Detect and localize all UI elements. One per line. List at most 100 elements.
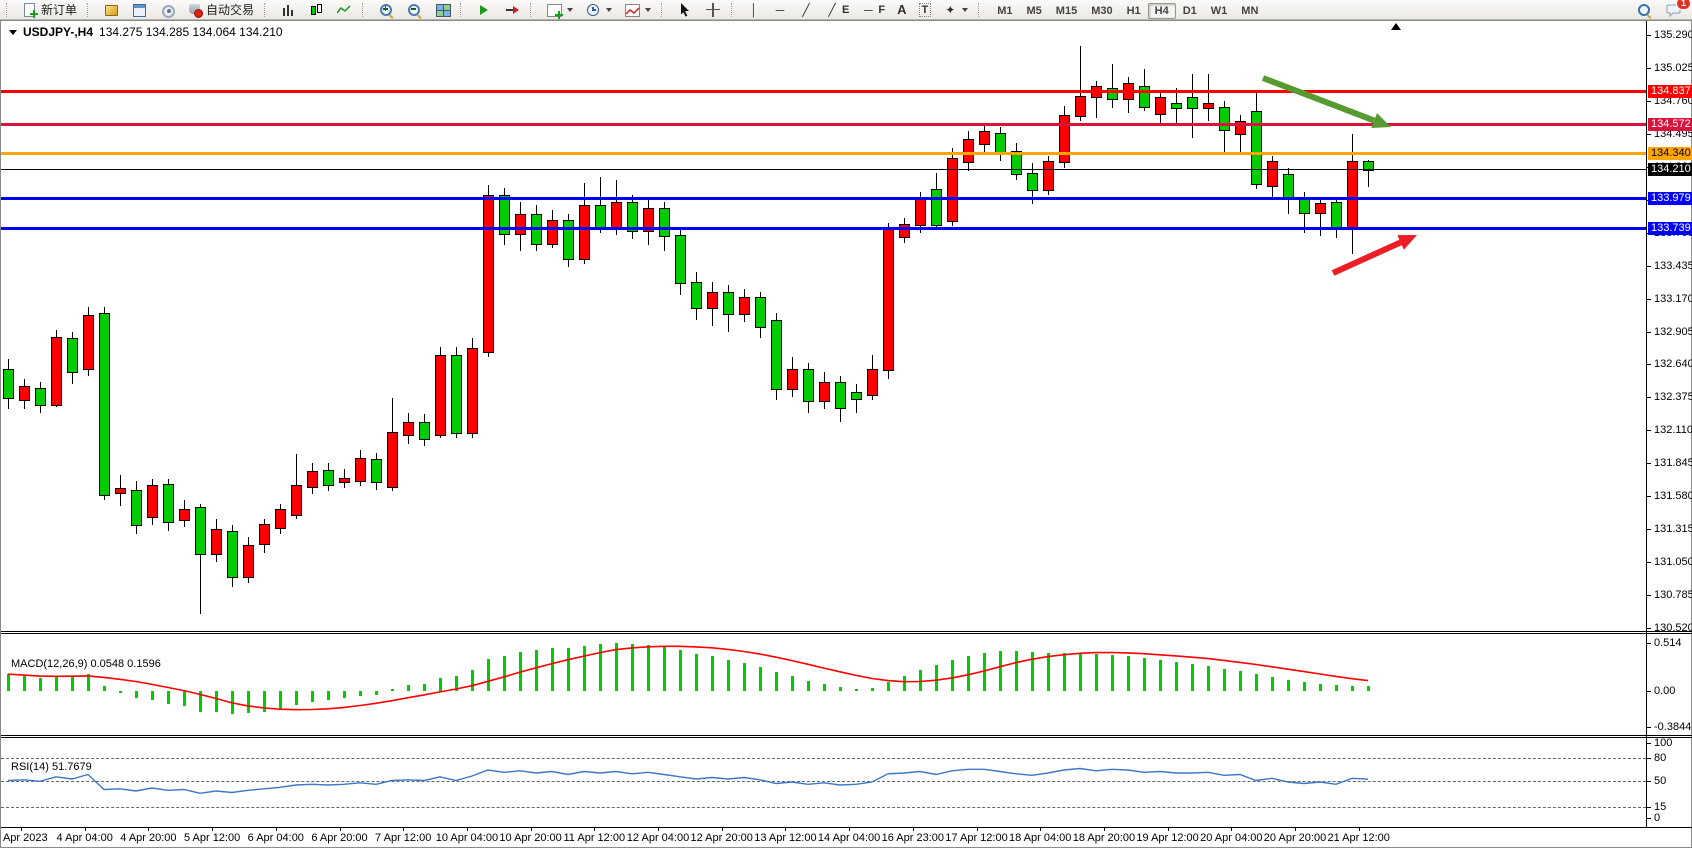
macd-histogram-bar [455, 676, 458, 691]
tile-windows-button[interactable] [430, 0, 454, 20]
macd-histogram-bar [1127, 656, 1130, 691]
crosshair-tool-button[interactable] [701, 0, 725, 20]
bar-chart-type-button[interactable] [276, 0, 300, 20]
auto-scroll-button[interactable] [472, 0, 496, 20]
macd-histogram-bar [55, 676, 58, 691]
horizontal-line-tool-button[interactable]: ─ [769, 0, 791, 20]
macd-histogram-bar [1063, 652, 1066, 691]
trendline-tool-button[interactable]: ╱ [795, 0, 817, 20]
periods-button[interactable] [581, 0, 616, 20]
timeframe-button-h1[interactable]: H1 [1126, 4, 1141, 17]
chevron-down-icon [645, 7, 652, 12]
macd-histogram-bar [1047, 652, 1050, 691]
text-tool-button[interactable]: A [893, 0, 910, 20]
chart-shift-button[interactable] [500, 0, 524, 20]
zoom-in-button[interactable] [374, 0, 398, 20]
candle-body [339, 477, 350, 484]
candle-body [499, 195, 510, 235]
macd-histogram-bar [1031, 651, 1034, 691]
horizontal-price-line[interactable] [1, 169, 1646, 171]
price-tick [1646, 529, 1651, 531]
timeframe-button-m15[interactable]: M15 [1055, 4, 1078, 17]
horizontal-price-line[interactable] [1, 196, 1646, 200]
timeframe-button-h4[interactable]: H4 [1147, 2, 1176, 19]
macd-histogram-bar [1111, 654, 1114, 691]
candle-body [579, 205, 590, 260]
chart-plot-area[interactable]: USDJPY-,H4 134.275 134.285 134.064 134.2… [0, 21, 1692, 848]
line-chart-icon [336, 2, 352, 18]
rsi-axis-label: 50 [1654, 774, 1667, 787]
candlestick-chart-type-button[interactable] [304, 0, 328, 20]
timeframe-button-m1[interactable]: M1 [997, 4, 1013, 17]
macd-axis-label: 0.514 [1654, 636, 1682, 649]
horizontal-price-line[interactable] [1, 90, 1646, 94]
horizontal-price-line[interactable] [1, 152, 1646, 156]
text-label-tool-button[interactable]: T [915, 0, 936, 20]
candle-wick [1096, 80, 1097, 119]
new-order-button[interactable]: 新订单 [18, 0, 81, 20]
horizontal-price-line[interactable] [1, 226, 1646, 230]
chevron-down-icon [606, 7, 613, 12]
vertical-line-tool-button[interactable]: │ [743, 0, 765, 20]
timeframe-button-m30[interactable]: M30 [1091, 4, 1113, 17]
clock-icon [585, 2, 601, 18]
toolbar-grip [978, 2, 984, 17]
horizontal-price-line[interactable] [1, 123, 1646, 127]
indicators-button[interactable] [542, 0, 577, 20]
price-tick-label: 135.025 [1654, 61, 1692, 74]
channel-tool-button[interactable]: ╱ E [821, 0, 853, 20]
candle-body [419, 421, 430, 440]
candle-body [1043, 160, 1054, 192]
channel-icon: ╱ [828, 2, 836, 17]
timeframe-button-m5[interactable]: M5 [1026, 4, 1042, 17]
terminal-signal-button[interactable] [155, 0, 179, 20]
pane-separator[interactable] [1, 735, 1692, 736]
macd-histogram-bar [247, 691, 250, 714]
trend-arrow-annotations[interactable] [1, 21, 1692, 848]
price-tick [1646, 463, 1651, 465]
macd-histogram-bar [375, 691, 378, 695]
templates-button[interactable] [620, 0, 655, 20]
macd-axis-tick [1646, 726, 1651, 728]
price-tick [1646, 496, 1651, 498]
pane-separator[interactable] [1, 633, 1692, 634]
pane-separator[interactable] [1, 631, 1692, 632]
market-watch-button[interactable] [99, 0, 123, 20]
macd-signal-line [7, 645, 1369, 711]
price-tick [1646, 100, 1651, 102]
cursor-tool-button[interactable] [673, 0, 697, 20]
candle-body [931, 189, 942, 226]
macd-histogram-bar [1143, 658, 1146, 691]
zoom-out-button[interactable] [402, 0, 426, 20]
rsi-level-line [1, 758, 1646, 759]
time-axis-tick [530, 827, 532, 831]
notifications-button[interactable]: 1 [1662, 0, 1691, 20]
candle-body [467, 348, 478, 434]
symbol-dropdown-icon[interactable] [9, 29, 17, 35]
chart-shift-marker[interactable] [1391, 23, 1401, 30]
signal-icon [159, 2, 176, 18]
navigator-button[interactable] [127, 0, 151, 20]
price-tick [1646, 595, 1651, 597]
candle-body [547, 220, 558, 245]
candle-body [227, 531, 238, 578]
time-axis-tick [1295, 827, 1296, 831]
arrows-tool-button[interactable]: ✦ [939, 0, 972, 20]
price-tick-label: 135.290 [1654, 29, 1692, 41]
macd-histogram-bar [695, 653, 698, 691]
line-chart-type-button[interactable] [332, 0, 356, 20]
timeframe-button-w1[interactable]: W1 [1210, 4, 1228, 17]
chart-window[interactable]: USDJPY-,H4 134.275 134.285 134.064 134.2… [0, 20, 1692, 848]
fibonacci-tool-button[interactable]: ─ F [857, 0, 889, 20]
macd-histogram-bar [503, 655, 506, 691]
candle-body [211, 528, 222, 556]
autotrading-button[interactable]: 自动交易 [183, 0, 258, 20]
macd-histogram-bar [967, 655, 970, 691]
candle-body [275, 508, 286, 530]
timeframe-button-mn[interactable]: MN [1241, 4, 1259, 17]
pane-separator[interactable] [1, 737, 1692, 738]
search-button[interactable] [1632, 0, 1656, 20]
macd-histogram-bar [39, 677, 42, 691]
timeframe-button-d1[interactable]: D1 [1182, 4, 1197, 17]
price-tick [1646, 35, 1651, 36]
